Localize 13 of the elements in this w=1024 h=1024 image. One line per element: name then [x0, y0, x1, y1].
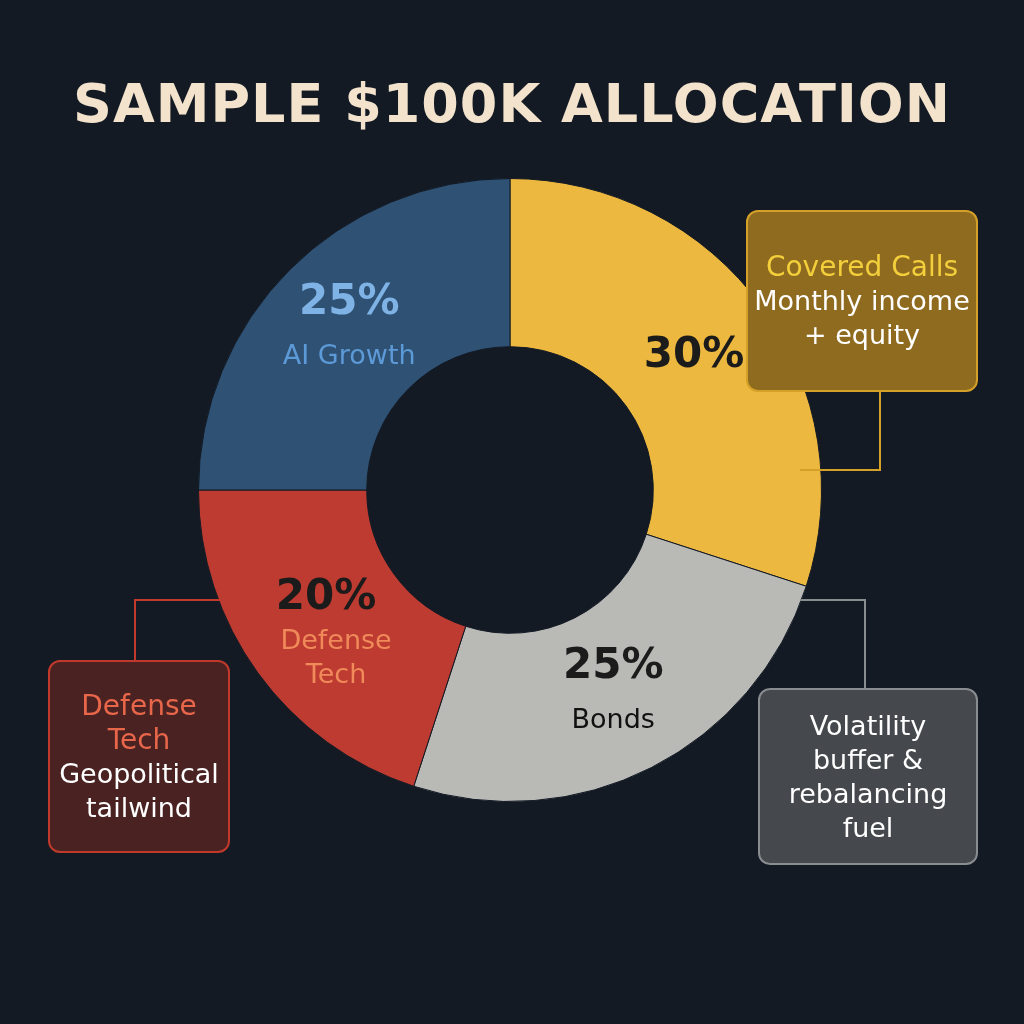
data-label: 20%	[275, 569, 377, 619]
text: Volatility buffer & rebalancing fuel	[787, 708, 949, 845]
slice-label: Bonds	[571, 702, 655, 734]
slice-label: AI Growth	[282, 339, 416, 371]
data-label: 25%	[562, 638, 664, 688]
slice-label: Defense Tech	[280, 623, 392, 689]
data-label: 25%	[298, 275, 400, 325]
chart-title: SAMPLE $100K ALLOCATION	[72, 72, 952, 135]
data-label: 30%	[643, 328, 745, 378]
text: Geopolitical tailwind	[58, 756, 220, 825]
slice-label: Defense Tech	[80, 688, 198, 757]
text: Monthly income + equity	[754, 284, 970, 352]
slice-label: Covered Calls	[764, 250, 960, 284]
